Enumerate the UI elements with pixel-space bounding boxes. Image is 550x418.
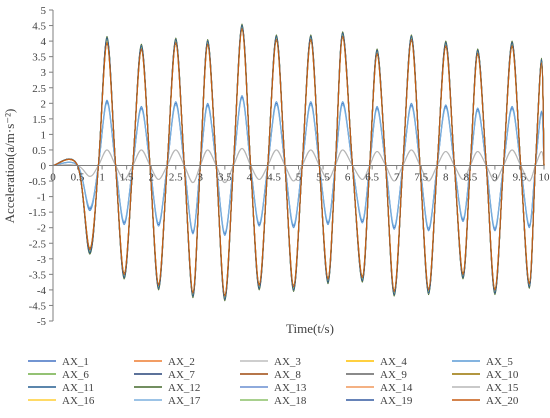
x-tick-label: 3.5 <box>218 172 232 184</box>
x-tick-label: 1 <box>99 172 105 184</box>
x-tick-label: 4 <box>247 172 253 184</box>
legend-label: AX_15 <box>486 382 519 394</box>
legend-label: AX_8 <box>274 369 301 381</box>
x-axis-title: Time(t/s) <box>286 321 334 336</box>
y-tick-label: -1.5 <box>29 207 47 219</box>
legend-label: AX_20 <box>486 395 519 407</box>
series-line-ax-15 <box>52 147 545 184</box>
y-tick-label: 3 <box>41 67 47 79</box>
legend-label: AX_16 <box>62 395 95 407</box>
legend-label: AX_13 <box>274 382 307 394</box>
x-tick-label: 3 <box>198 172 204 184</box>
y-tick-label: 2 <box>41 98 47 110</box>
y-tick-label: 1.5 <box>32 114 46 126</box>
x-tick-label: 9.5 <box>513 172 527 184</box>
legend-label: AX_7 <box>168 369 195 381</box>
y-tick-label: -2.5 <box>29 238 47 250</box>
x-tick-label: 8 <box>443 172 449 184</box>
y-tick-label: -2 <box>37 223 46 235</box>
x-tick-label: 8.5 <box>463 172 477 184</box>
y-tick-label: 0 <box>41 161 47 173</box>
y-tick-label: 5 <box>41 5 47 17</box>
y-tick-label: 1 <box>41 129 47 141</box>
x-tick-label: 5.5 <box>316 172 330 184</box>
y-tick-label: 0.5 <box>32 145 46 157</box>
legend: AX_1 AX_2 AX_3 AX_4 AX_5AX_6 AX_7 AX_8 AX_9 AX_1… <box>28 356 519 407</box>
legend-label: AX_14 <box>380 382 413 394</box>
x-tick-label: 10 <box>539 172 550 184</box>
legend-label: AX_10 <box>486 369 519 381</box>
legend-label: AX_12 <box>168 382 200 394</box>
y-tick-label: -3 <box>37 254 47 266</box>
series-layer <box>52 23 545 302</box>
x-tick-label: 9 <box>492 172 498 184</box>
series-line-ax-17 <box>52 98 545 233</box>
y-tick-label: -4 <box>37 285 47 297</box>
y-tick-label: -5 <box>37 316 47 328</box>
legend-label: AX_17 <box>168 395 201 407</box>
y-tick-label: 3.5 <box>32 52 46 64</box>
x-tick-label: 6 <box>345 172 351 184</box>
legend-label: AX_6 <box>62 369 89 381</box>
legend-label: AX_11 <box>62 382 94 394</box>
y-tick-label: -1 <box>37 192 46 204</box>
series-line-ax-20 <box>52 28 545 297</box>
legend-label: AX_9 <box>380 369 407 381</box>
y-tick-label: -3.5 <box>29 269 47 281</box>
x-tick-label: 1.5 <box>120 172 134 184</box>
y-tick-label: 4.5 <box>32 21 46 33</box>
y-axis-title: Acceleration(a/m·s⁻²) <box>2 109 17 224</box>
legend-label: AX_4 <box>380 356 407 368</box>
tick-layer: -5-4.5-4-3.5-3-2.5-2-1.5-1-0.500.511.522… <box>29 5 550 328</box>
x-tick-label: 0 <box>50 172 56 184</box>
legend-label: AX_1 <box>62 356 89 368</box>
x-tick-label: 2 <box>148 172 154 184</box>
x-tick-label: 0.5 <box>71 172 85 184</box>
legend-label: AX_19 <box>380 395 413 407</box>
y-tick-label: -4.5 <box>29 300 47 312</box>
legend-label: AX_2 <box>168 356 195 368</box>
y-tick-label: 4 <box>41 36 47 48</box>
y-tick-label: -0.5 <box>29 176 47 188</box>
x-tick-label: 4.5 <box>267 172 281 184</box>
x-tick-label: 7.5 <box>414 172 428 184</box>
legend-label: AX_5 <box>486 356 513 368</box>
legend-label: AX_3 <box>274 356 301 368</box>
y-tick-label: 2.5 <box>32 83 46 95</box>
legend-label: AX_18 <box>274 395 307 407</box>
x-tick-label: 6.5 <box>365 172 379 184</box>
x-tick-label: 7 <box>394 172 400 184</box>
x-tick-label: 2.5 <box>169 172 183 184</box>
x-tick-label: 5 <box>296 172 302 184</box>
